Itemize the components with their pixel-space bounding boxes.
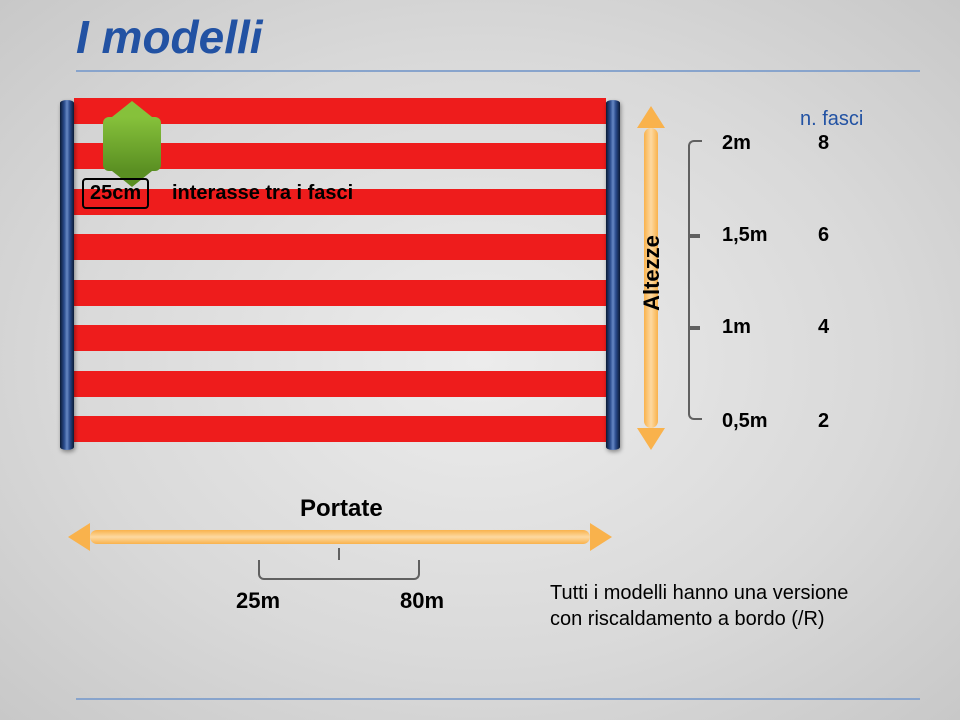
heights-bracket-icon [688, 140, 702, 420]
bracket-stub-icon [688, 234, 700, 238]
interasse-text: interasse tra i fasci [172, 182, 353, 205]
height-count: 2 [818, 410, 829, 433]
barrier-beam [74, 416, 606, 442]
interasse-arrow-icon [103, 117, 161, 171]
height-row: 1,5m 6 [722, 224, 829, 247]
height-row: 1m 4 [722, 316, 829, 339]
height-row: 0,5m 2 [722, 410, 829, 433]
range-bracket-icon [258, 560, 420, 580]
height-label: 1m [722, 316, 776, 339]
height-label: 2m [722, 132, 776, 155]
altezze-label: Altezze [639, 235, 665, 311]
range-label-25m: 25m [236, 588, 280, 614]
bottom-underline [76, 698, 920, 700]
height-row: 2m 8 [722, 132, 829, 155]
barrier-beam [74, 325, 606, 351]
portate-arrow-icon [90, 530, 590, 544]
range-label-80m: 80m [400, 588, 444, 614]
range-stub-icon [338, 548, 340, 560]
footnote: Tutti i modelli hanno una versione con r… [550, 580, 848, 632]
interasse-value: 25cm [90, 182, 141, 204]
title-text: I modelli [76, 11, 263, 63]
title-underline [76, 70, 920, 72]
barrier-post-left [60, 100, 74, 450]
portate-label: Portate [300, 495, 383, 523]
interasse-value-box: 25cm [82, 178, 149, 209]
barrier-beam [74, 280, 606, 306]
barrier-post-right [606, 100, 620, 450]
heights-column: 2m 8 1,5m 6 1m 4 0,5m 2 [722, 100, 922, 450]
barrier-beam [74, 234, 606, 260]
height-count: 8 [818, 132, 829, 155]
height-label: 0,5m [722, 410, 776, 433]
height-count: 4 [818, 316, 829, 339]
footnote-line2: con riscaldamento a bordo (/R) [550, 606, 848, 632]
height-label: 1,5m [722, 224, 776, 247]
page-title: I modelli [76, 10, 263, 64]
barrier-beam [74, 371, 606, 397]
height-count: 6 [818, 224, 829, 247]
bracket-stub-icon [688, 326, 700, 330]
footnote-line1: Tutti i modelli hanno una versione [550, 580, 848, 606]
